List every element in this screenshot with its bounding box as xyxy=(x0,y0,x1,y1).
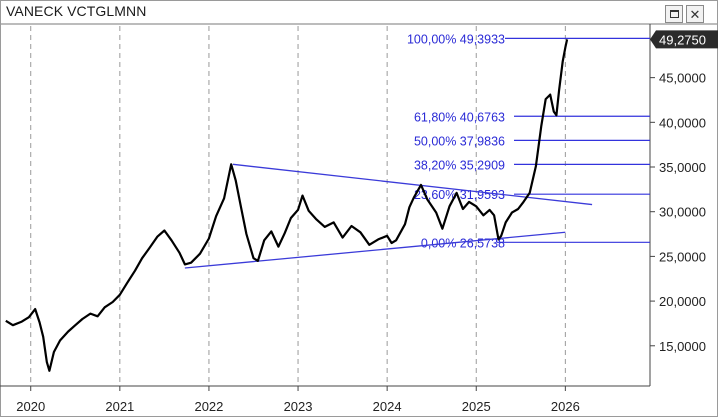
y-tick-label: 40,0000 xyxy=(659,115,706,130)
y-tick-label: 35,0000 xyxy=(659,160,706,175)
y-tick-label: 20,0000 xyxy=(659,294,706,309)
y-tick-label: 45,0000 xyxy=(659,71,706,86)
x-tick-label: 2020 xyxy=(16,399,45,414)
fib-level-label: 38,20% 35,2909 xyxy=(414,158,505,172)
fib-level-label: 61,80% 40,6763 xyxy=(414,110,505,124)
fib-level-label: 0,00% 26,5738 xyxy=(421,236,505,250)
maximize-button[interactable] xyxy=(665,5,683,23)
fib-level-label: 50,00% 37,9836 xyxy=(414,134,505,148)
trendline xyxy=(232,163,593,206)
last-value-badge xyxy=(650,30,718,49)
close-button[interactable]: ✕ xyxy=(686,5,704,23)
last-value-label: 49,2750 xyxy=(659,32,706,47)
y-tick-label: 30,0000 xyxy=(659,205,706,220)
fib-level-label: 100,00% 49,3933 xyxy=(407,32,505,46)
maximize-icon xyxy=(669,10,679,18)
x-tick-label: 2026 xyxy=(551,399,580,414)
x-tick-label: 2024 xyxy=(373,399,402,414)
x-tick-label: 2022 xyxy=(194,399,223,414)
y-tick-label: 25,0000 xyxy=(659,249,706,264)
y-tick-label: 15,0000 xyxy=(659,339,706,354)
x-tick-label: 2025 xyxy=(462,399,491,414)
x-tick-label: 2021 xyxy=(105,399,134,414)
trendline xyxy=(184,231,566,269)
price-line xyxy=(5,39,569,372)
x-tick-label: 2023 xyxy=(284,399,313,414)
chart-title: VANECK VCTGLMNN xyxy=(6,3,147,19)
close-icon: ✕ xyxy=(689,6,701,22)
